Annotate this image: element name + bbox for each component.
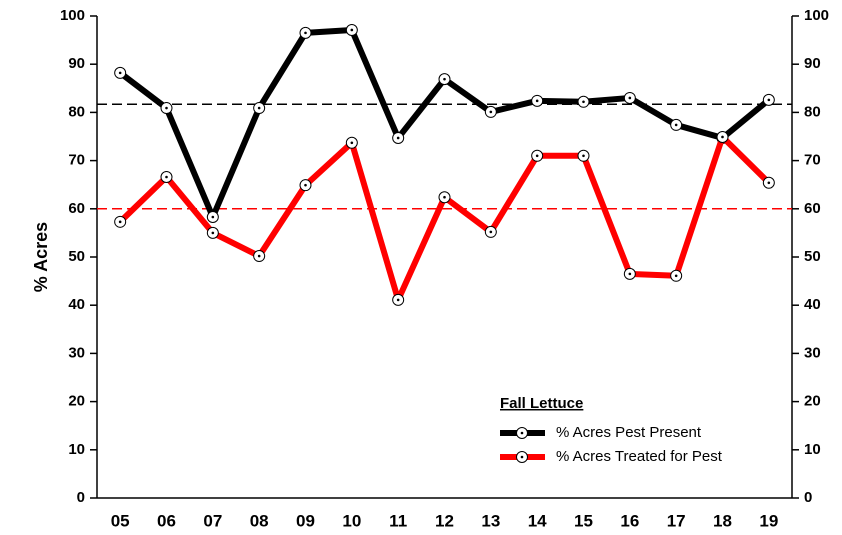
x-tick-label: 08 (250, 511, 269, 530)
point-dot (582, 154, 585, 158)
y2-tick-label: 90 (804, 55, 821, 72)
point-dot (489, 230, 493, 234)
point-dot (350, 141, 354, 145)
x-tick-label: 11 (389, 511, 407, 530)
legend-title: Fall Lettuce (500, 395, 583, 412)
point-dot (443, 77, 446, 81)
point-dot (257, 254, 261, 258)
legend-marker-dot (520, 455, 524, 459)
y2-tick-label: 100 (804, 7, 829, 24)
point-dot (350, 28, 354, 32)
legend-marker-dot (520, 431, 524, 435)
y-tick-label: 20 (68, 393, 85, 410)
legend-label: % Acres Treated for Pest (556, 448, 723, 465)
point-dot (211, 215, 215, 219)
point-dot (721, 135, 724, 139)
x-tick-label: 16 (620, 511, 639, 530)
x-tick-label: 15 (574, 511, 593, 530)
point-dot (118, 71, 122, 75)
point-dot (396, 298, 400, 302)
x-tick-label: 17 (667, 511, 686, 530)
point-dot (118, 220, 122, 224)
point-dot (535, 154, 539, 158)
y2-tick-label: 60 (804, 200, 821, 217)
y-tick-label: 60 (68, 200, 85, 217)
y-tick-label: 50 (68, 248, 85, 265)
point-dot (674, 123, 678, 127)
point-dot (304, 183, 307, 187)
x-tick-label: 10 (342, 511, 361, 530)
point-dot (767, 181, 771, 185)
y2-tick-label: 20 (804, 393, 821, 410)
x-tick-label: 06 (157, 511, 176, 530)
point-dot (211, 231, 215, 235)
point-dot (628, 272, 632, 276)
x-tick-label: 05 (111, 511, 130, 530)
y-tick-label: 90 (68, 55, 85, 72)
y-tick-label: 10 (68, 441, 85, 458)
x-tick-label: 09 (296, 511, 315, 530)
point-dot (535, 99, 539, 103)
y-axis-label: % Acres (31, 222, 51, 292)
y2-tick-label: 30 (804, 344, 821, 361)
x-tick-label: 13 (481, 511, 500, 530)
point-dot (582, 100, 585, 104)
point-dot (304, 31, 307, 35)
y-tick-label: 70 (68, 152, 85, 169)
point-dot (489, 110, 493, 114)
y2-tick-label: 40 (804, 296, 821, 313)
point-dot (443, 195, 446, 199)
point-dot (165, 106, 168, 110)
point-dot (396, 136, 400, 140)
y2-tick-label: 0 (804, 489, 812, 506)
x-tick-label: 12 (435, 511, 454, 530)
legend-label: % Acres Pest Present (556, 424, 702, 441)
y-tick-label: 30 (68, 344, 85, 361)
x-tick-label: 18 (713, 511, 732, 530)
x-tick-label: 07 (203, 511, 222, 530)
x-tick-label: 14 (528, 511, 547, 530)
y-tick-label: 40 (68, 296, 85, 313)
y2-tick-label: 80 (804, 103, 821, 120)
y-tick-label: 80 (68, 103, 85, 120)
y-tick-label: 100 (60, 7, 85, 24)
point-dot (674, 274, 678, 278)
point-dot (628, 96, 632, 100)
x-tick-label: 19 (759, 511, 778, 530)
y2-tick-label: 50 (804, 248, 821, 265)
y2-tick-label: 70 (804, 152, 821, 169)
y-tick-label: 0 (77, 489, 85, 506)
point-dot (257, 106, 261, 110)
y2-tick-label: 10 (804, 441, 821, 458)
point-dot (767, 98, 771, 102)
point-dot (165, 175, 168, 179)
